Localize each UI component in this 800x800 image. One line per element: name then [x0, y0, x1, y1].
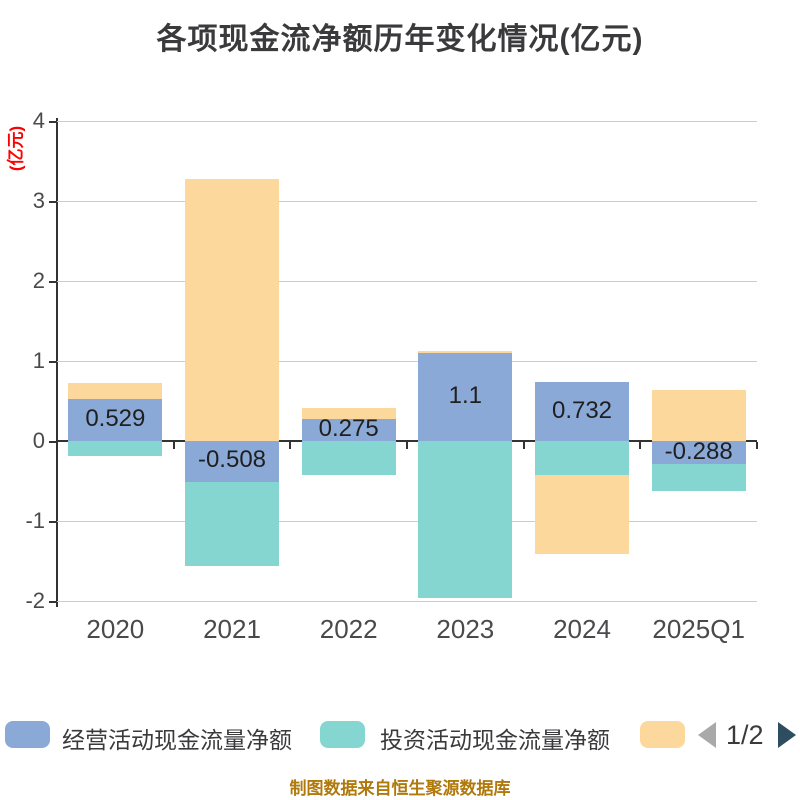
x-tick-mark: [406, 442, 408, 449]
y-tick-mark: [49, 121, 57, 123]
y-tick-mark: [49, 601, 57, 603]
y-tick-mark: [49, 361, 57, 363]
legend-swatch-operating[interactable]: [5, 721, 50, 748]
y-tick-label: 2: [32, 268, 45, 293]
y-tick-mark: [49, 441, 57, 443]
x-category-label-2023: 2023: [436, 614, 495, 644]
bar-value-label-2021: -0.508: [197, 446, 267, 474]
y-tick-mark: [49, 201, 57, 203]
bar-segment-series2-2020: [68, 441, 163, 457]
x-tick-mark: [756, 442, 758, 449]
bar-segment-series2-2022: [301, 441, 396, 476]
legend-label-operating[interactable]: 经营活动现金流量净额: [62, 727, 292, 753]
bar-segment-series1-2023: [418, 353, 513, 441]
plot-area: 0.529 -0.508 0.275 1.1 0.732 -0.288: [57, 121, 757, 602]
y-tick-mark: [49, 281, 57, 283]
legend: 经营活动现金流量净额 投资活动现金流量净额 1/2: [0, 718, 800, 753]
bar-segment-series3-2024: [535, 475, 629, 554]
bar-value-label-2024: 0.732: [551, 396, 613, 424]
x-category-label-2021: 2021: [203, 614, 261, 644]
bar-value-label-2020: 0.529: [85, 404, 146, 432]
bar-segment-series1-2022: [301, 419, 396, 441]
x-tick-mark: [522, 442, 525, 449]
y-tick-label: -1: [25, 508, 45, 533]
x-tick-mark: [639, 442, 642, 449]
legend-swatch-financing[interactable]: [640, 721, 685, 748]
bar-value-label-2023: 1.1: [448, 382, 483, 409]
pager-page-indicator: 1/2: [726, 720, 764, 750]
gridline-y-1: [57, 521, 757, 522]
x-category-label-2025Q1: 2025Q1: [652, 614, 745, 644]
bar-segment-series3-2023: [418, 351, 513, 353]
pager-prev-icon[interactable]: [698, 722, 716, 748]
gridline-y3: [57, 201, 757, 202]
bar-segment-series2-2024: [535, 441, 629, 476]
bar-segment-series2-2025Q1: [651, 464, 746, 492]
x-category-label-2022: 2022: [319, 614, 378, 644]
data-source-note: 制图数据来自恒生聚源数据库: [289, 779, 511, 798]
pager-next-icon[interactable]: [778, 722, 796, 748]
x-tick-mark: [289, 442, 292, 449]
gridline-y1: [57, 361, 757, 362]
bar-segment-series3-2020: [68, 382, 163, 399]
bar-segment-series3-2022: [301, 407, 396, 419]
bar-segment-series3-2021: [185, 179, 279, 441]
gridline-y4: [57, 121, 757, 122]
gridline-y2: [57, 281, 757, 282]
y-tick-mark: [49, 521, 57, 523]
bar-segment-series1-2021: [185, 441, 279, 482]
zero-axis-line: [57, 440, 757, 442]
x-category-label-2020: 2020: [86, 614, 145, 644]
bar-segment-series3-2025Q1: [651, 389, 746, 441]
bar-segment-series1-2020: [68, 398, 163, 441]
y-axis-line: [56, 118, 58, 607]
x-tick-mark: [56, 442, 58, 449]
bar-value-label-2025Q1: -0.288: [664, 437, 733, 465]
y-tick-label: 0: [32, 428, 45, 453]
bar-segment-series1-2024: [535, 382, 629, 441]
bar-segment-series2-2023: [418, 441, 513, 598]
bar-value-label-2022: 0.275: [318, 415, 379, 442]
y-tick-label: 4: [32, 108, 45, 133]
bar-segment-series1-2025Q1: [651, 441, 746, 465]
legend-label-investing[interactable]: 投资活动现金流量净额: [380, 727, 610, 753]
y-tick-label: 1: [32, 348, 45, 373]
x-category-label-2024: 2024: [553, 614, 611, 644]
x-tick-mark: [172, 442, 175, 449]
y-tick-label: 3: [32, 188, 45, 213]
legend-pager: 1/2: [698, 720, 798, 750]
legend-swatch-investing[interactable]: [320, 721, 365, 748]
bar-segment-series2-2021: [185, 481, 279, 566]
y-tick-label: -2: [25, 588, 45, 613]
chart-title: 各项现金流净额历年变化情况(亿元): [156, 23, 644, 56]
gridline-y-2: [57, 601, 757, 602]
